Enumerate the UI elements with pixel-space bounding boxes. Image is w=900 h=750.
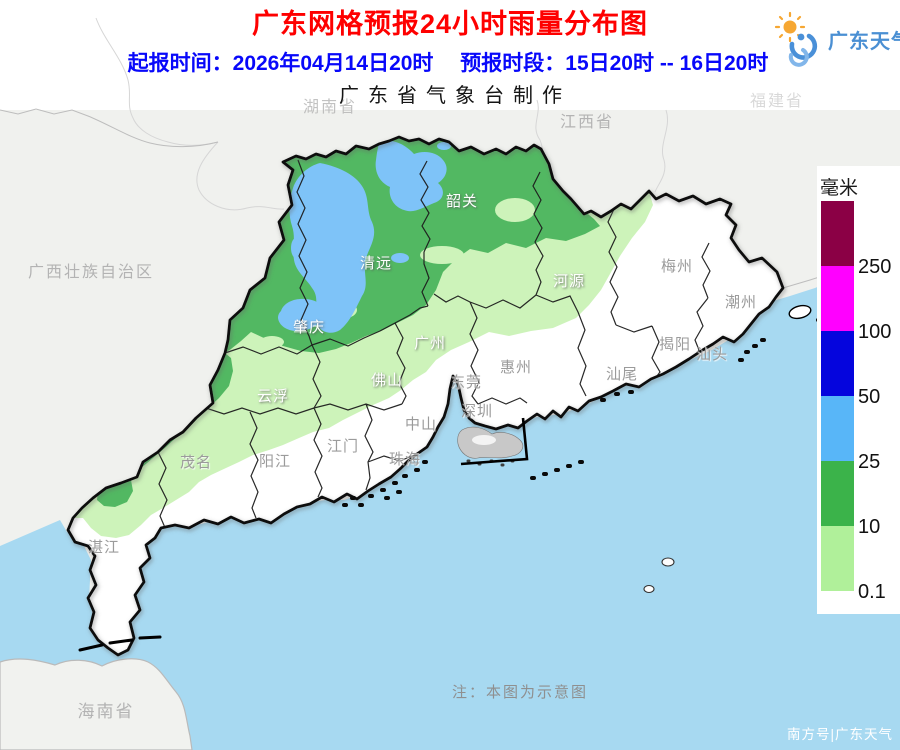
legend-value-100: 100 (858, 321, 891, 343)
city-label-zhanjiang: 湛江 (88, 539, 120, 556)
legend-value-50: 50 (858, 386, 880, 408)
city-label-heyuan: 河源 (553, 273, 585, 290)
legend-swatch-10 (821, 461, 854, 526)
city-label-jieyang: 揭阳 (659, 336, 691, 353)
city-label-yunfu: 云浮 (257, 388, 289, 405)
legend-value-25: 25 (858, 451, 880, 473)
legend-value-250: 250 (858, 256, 891, 278)
rain-areas-blue (278, 140, 451, 333)
island-specks (342, 318, 821, 507)
city-label-zhaoqing: 肇庆 (293, 319, 325, 336)
neighbor-borders (95, 17, 668, 211)
city-label-foshan: 佛山 (371, 372, 403, 389)
legend-value-01: 0.1 (858, 581, 886, 603)
hongkong-area (457, 417, 529, 467)
header-band (0, 0, 900, 110)
legend-swatch-250 (821, 201, 854, 266)
small-island-2 (643, 584, 655, 594)
strait-dashes (78, 635, 162, 652)
page-title: 广东网格预报24小时雨量分布图 (252, 8, 648, 39)
sea (0, 253, 900, 750)
nanao-island (788, 304, 812, 320)
city-label-maoming: 茂名 (180, 454, 212, 471)
watermark: 南方号|广东天气 (787, 727, 893, 742)
city-label-shaoguan: 韶关 (446, 193, 478, 210)
city-label-meizhou: 梅州 (661, 258, 693, 275)
map-note: 注：本图为示意图 (452, 683, 588, 701)
label-fujian: 福建省 (750, 92, 804, 110)
hainan-island (0, 658, 193, 750)
small-island-1 (661, 557, 675, 567)
city-label-huizhou: 惠州 (500, 359, 532, 376)
guangxi-hunan-border (0, 108, 219, 148)
gdweather-logo: 广东天气 (774, 11, 900, 67)
city-label-yangjiang: 阳江 (259, 453, 291, 470)
city-label-zhongshan: 中山 (405, 416, 437, 433)
label-jiangxi: 江西省 (560, 113, 614, 131)
city-label-guangzhou: 广州 (414, 335, 446, 352)
logo-text: 广东天气 (828, 29, 900, 53)
city-label-jiangmen: 江门 (327, 438, 359, 455)
city-label-shenzhen: 深圳 (461, 403, 493, 420)
guangdong-province-border (66, 135, 785, 657)
city-label-qingyuan: 清远 (360, 255, 392, 272)
city-label-dongguan: 东莞 (450, 374, 482, 391)
label-hainan: 海南省 (78, 702, 135, 721)
city-label-shanwei: 汕尾 (606, 366, 638, 383)
page-subtitle: 起报时间：2026年04月14日20时 预报时段：15日20时 -- 16日20… (127, 51, 769, 75)
rain-legend: 毫米 250 100 50 25 10 0.1 (817, 166, 900, 614)
legend-value-10: 10 (858, 516, 880, 538)
producer-line: 广东省气象台制作 (339, 84, 571, 107)
legend-swatch-25 (821, 396, 854, 461)
sun-swirl-icon (774, 11, 818, 67)
city-label-chaozhou: 潮州 (725, 294, 757, 311)
label-guangxi: 广西壮族自治区 (28, 263, 154, 281)
hongkong-boundary-box (460, 417, 529, 466)
legend-swatch-100 (821, 266, 854, 331)
city-label-zhuhai: 珠海 (389, 451, 421, 468)
legend-unit: 毫米 (820, 177, 858, 199)
legend-swatch-50 (821, 331, 854, 396)
legend-swatch-01 (821, 526, 854, 591)
city-label-shantou: 汕头 (696, 346, 728, 363)
label-hunan: 湖南省 (303, 98, 357, 116)
